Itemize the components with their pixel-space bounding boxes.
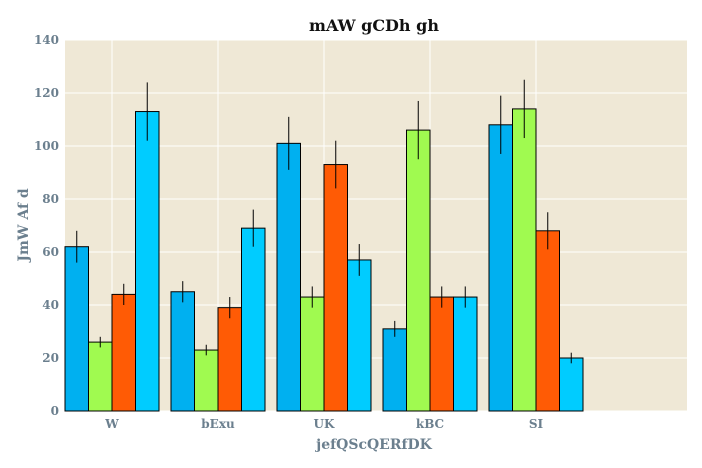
bar	[347, 259, 372, 412]
bar	[194, 349, 219, 412]
y-tick-labels: 0 20 40 60 80 100 120 140	[34, 33, 59, 418]
bar	[512, 108, 537, 412]
x-tick-label: bExu	[201, 417, 235, 431]
bar	[300, 296, 325, 412]
bar	[406, 129, 431, 412]
bar	[429, 296, 454, 412]
bar	[453, 296, 478, 412]
y-tick-label: 80	[42, 192, 59, 206]
bar	[382, 328, 407, 412]
bar	[559, 357, 584, 412]
bar	[276, 142, 301, 412]
y-axis-label: JmW Af d	[16, 188, 32, 264]
bar	[170, 291, 195, 412]
error-bars-group	[76, 79, 572, 364]
y-tick-label: 20	[42, 351, 59, 365]
x-tick-label: W	[104, 417, 119, 431]
bar	[88, 341, 113, 412]
y-tick-label: 40	[42, 298, 59, 312]
bar	[64, 246, 89, 412]
bars-group	[64, 108, 584, 412]
x-tick-label: SI	[529, 417, 544, 431]
bar	[217, 307, 242, 412]
y-tick-label: 60	[42, 245, 59, 259]
plot-area	[65, 40, 687, 411]
y-tick-label: 120	[34, 86, 59, 100]
y-tick-label: 100	[34, 139, 59, 153]
y-tick-label: 0	[51, 404, 59, 418]
chart-title: mAW gCDh gh	[309, 16, 439, 35]
bar	[241, 227, 266, 412]
x-tick-label: UK	[314, 417, 335, 431]
x-axis-label: jefQScQERfDK	[314, 437, 432, 453]
bar	[111, 293, 136, 412]
bar	[135, 111, 160, 412]
bar	[535, 230, 560, 412]
bar	[323, 164, 348, 412]
y-tick-label: 140	[34, 33, 59, 47]
x-tick-label: kBC	[416, 417, 444, 431]
bar	[488, 124, 513, 412]
